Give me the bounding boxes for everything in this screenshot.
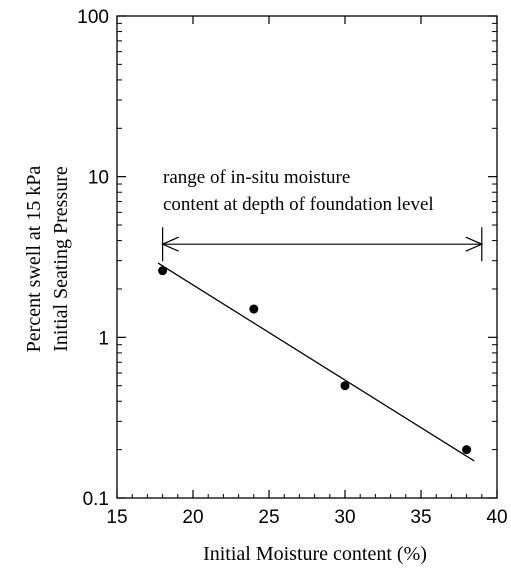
y-tick-label: 10 bbox=[88, 168, 109, 189]
x-tick-label: 25 bbox=[258, 507, 279, 528]
y-axis-ticks: 0.1 1 10 100 bbox=[77, 7, 497, 510]
range-arrow-head-left bbox=[161, 236, 179, 252]
data-point bbox=[158, 266, 168, 276]
data-points bbox=[158, 266, 472, 455]
data-point bbox=[340, 381, 350, 391]
y-axis-label-line-2: Initial Seating Pressure bbox=[50, 166, 72, 352]
x-tick-label: 15 bbox=[106, 507, 127, 528]
y-axis-label-line-1: Percent swell at 15 kPa bbox=[23, 166, 45, 353]
y-tick-label: 0.1 bbox=[83, 489, 109, 510]
x-tick-label: 35 bbox=[410, 507, 431, 528]
x-tick-label: 40 bbox=[486, 507, 507, 528]
range-annotation-line-1: range of in-situ moisture bbox=[163, 167, 350, 188]
trend-line-group bbox=[157, 262, 475, 462]
x-tick-label: 20 bbox=[182, 507, 203, 528]
data-point bbox=[249, 304, 259, 314]
x-tick-label: 30 bbox=[334, 507, 355, 528]
y-tick-label: 100 bbox=[77, 7, 109, 28]
x-axis-label: Initial Moisture content (%) bbox=[203, 543, 427, 565]
plot-frame bbox=[116, 15, 498, 499]
range-annotation: range of in-situ moisture content at dep… bbox=[161, 167, 484, 262]
trend-line bbox=[157, 262, 475, 462]
range-arrow-head-right bbox=[465, 236, 484, 252]
plot-area bbox=[116, 15, 498, 499]
range-annotation-line-2: content at depth of foundation level bbox=[163, 194, 434, 215]
data-point bbox=[462, 445, 472, 455]
y-axis-label: Percent swell at 15 kPa Initial Seating … bbox=[23, 166, 72, 353]
y-tick-label: 1 bbox=[98, 328, 109, 349]
x-axis-ticks: 15 20 25 30 35 40 bbox=[106, 16, 508, 528]
